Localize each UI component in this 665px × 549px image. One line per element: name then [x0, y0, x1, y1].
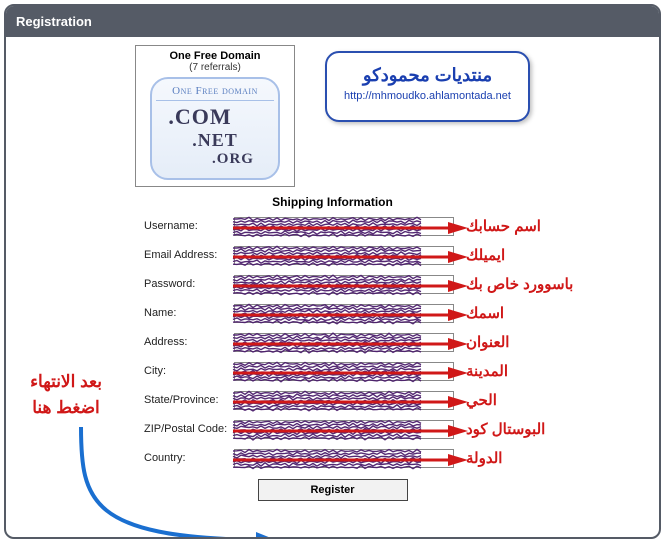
tld-org: .ORG — [192, 151, 274, 168]
form-row: Country: الدولة — [144, 447, 624, 469]
text-input[interactable] — [234, 391, 454, 410]
domain-inner: One Free domain .COM .NET .ORG — [150, 77, 280, 180]
form-row: Address: العنوان — [144, 331, 624, 353]
side-note-line1: بعد الانتهاء — [30, 372, 102, 391]
form-row: Email Address: ايميلك — [144, 244, 624, 266]
arabic-annotation: المدينة — [466, 362, 508, 380]
field-label: Country: — [144, 452, 234, 464]
field-label: ZIP/Postal Code: — [144, 423, 234, 435]
domain-subtitle: (7 referrals) — [140, 62, 290, 73]
top-row: One Free Domain (7 referrals) One Free d… — [14, 45, 651, 187]
field-label: City: — [144, 365, 234, 377]
arabic-annotation: اسم حسابك — [466, 217, 541, 235]
panel-content: One Free Domain (7 referrals) One Free d… — [6, 37, 659, 537]
register-button[interactable]: Register — [258, 479, 408, 501]
text-input[interactable] — [234, 362, 454, 381]
form-row: ZIP/Postal Code: البوستال كود — [144, 418, 624, 440]
section-title: Shipping Information — [14, 195, 651, 209]
text-input[interactable] — [234, 304, 454, 323]
register-wrap: Register — [14, 479, 651, 501]
field-label: Username: — [144, 220, 234, 232]
forum-callout-box: منتديات محمودكو http://mhmoudko.ahlamont… — [325, 51, 530, 122]
field-label: State/Province: — [144, 394, 234, 406]
form-row: City: المدينة — [144, 360, 624, 382]
domain-inner-title: One Free domain — [156, 85, 274, 101]
field-label: Password: — [144, 278, 234, 290]
form-row: Password: باسوورد خاص بك — [144, 273, 624, 295]
form-area: Username: اسم حسابك Email Address: ايميلك… — [144, 215, 624, 469]
arabic-annotation: ايميلك — [466, 246, 505, 264]
field-label: Address: — [144, 336, 234, 348]
text-input[interactable] — [234, 246, 454, 265]
arabic-annotation: اسمك — [466, 304, 504, 322]
tld-com: .COM — [126, 104, 274, 130]
form-row: State/Province: الحي — [144, 389, 624, 411]
field-label: Email Address: — [144, 249, 234, 261]
text-input[interactable] — [234, 333, 454, 352]
forum-url[interactable]: http://mhmoudko.ahlamontada.net — [333, 90, 522, 102]
arabic-annotation: الحي — [466, 391, 497, 409]
text-input[interactable] — [234, 420, 454, 439]
panel-header: Registration — [6, 6, 659, 37]
text-input[interactable] — [234, 449, 454, 468]
text-input[interactable] — [234, 275, 454, 294]
arabic-annotation: العنوان — [466, 333, 509, 351]
tld-net: .NET — [156, 130, 274, 151]
domain-title: One Free Domain — [140, 50, 290, 62]
side-note-line2: اضغط هنا — [32, 398, 100, 417]
arabic-annotation: البوستال كود — [466, 420, 545, 438]
arabic-annotation: باسوورد خاص بك — [466, 275, 573, 293]
registration-panel: Registration One Free Domain (7 referral… — [4, 4, 661, 539]
side-instruction: بعد الانتهاء اضغط هنا — [6, 369, 126, 420]
forum-title: منتديات محمودكو — [333, 65, 522, 86]
form-row: Username: اسم حسابك — [144, 215, 624, 237]
domain-promo-box: One Free Domain (7 referrals) One Free d… — [135, 45, 295, 187]
field-label: Name: — [144, 307, 234, 319]
form-row: Name: اسمك — [144, 302, 624, 324]
arabic-annotation: الدولة — [466, 449, 502, 467]
text-input[interactable] — [234, 217, 454, 236]
